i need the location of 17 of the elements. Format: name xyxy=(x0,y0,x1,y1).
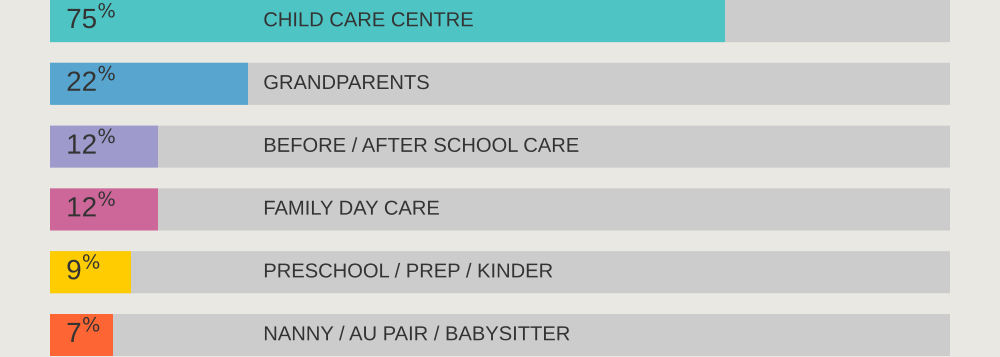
data-label: 22$^{%}$ xyxy=(68,66,115,91)
bar xyxy=(50,188,158,230)
y-tick-label: FAMILY DAY CARE xyxy=(264,200,439,215)
bar xyxy=(50,251,131,294)
data-label: 9$^{%}$ xyxy=(68,254,100,280)
y-tick-label: CHILD CARE CENTRE xyxy=(264,12,473,26)
data-label: 75$^{%}$ xyxy=(68,2,115,28)
y-tick-label: GRANDPARENTS xyxy=(264,74,429,90)
bar xyxy=(50,314,113,356)
bar xyxy=(50,126,158,168)
y-tick-label: BEFORE / AFTER SCHOOL CARE xyxy=(264,137,578,152)
data-label: 12$^{%}$ xyxy=(68,128,115,154)
y-tick-label: NANNY / AU PAIR / BABYSITTER xyxy=(264,326,570,340)
data-label: 7$^{%}$ xyxy=(68,316,100,342)
y-tick-label: PRESCHOOL / PREP / KINDER xyxy=(264,262,552,278)
bar xyxy=(50,62,248,105)
data-label: 12$^{%}$ xyxy=(68,191,115,216)
